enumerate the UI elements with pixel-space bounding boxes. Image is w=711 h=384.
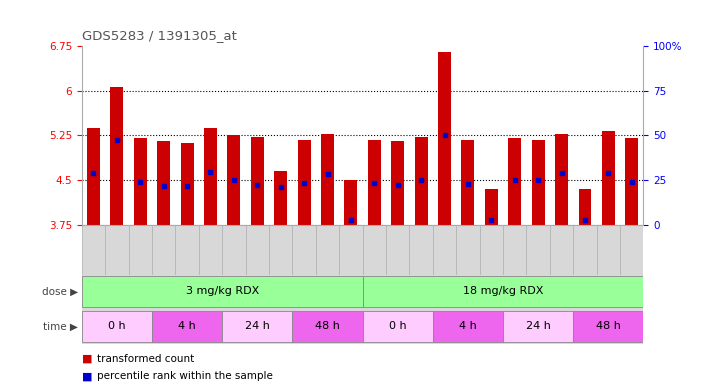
Text: ■: ■ <box>82 354 92 364</box>
Bar <box>461 139 474 225</box>
Bar <box>176 225 199 275</box>
Bar <box>503 311 573 342</box>
Text: time ▶: time ▶ <box>43 321 78 331</box>
Bar <box>129 225 152 275</box>
Bar <box>386 225 410 275</box>
Bar <box>269 225 292 275</box>
Bar <box>579 189 592 225</box>
Bar <box>625 138 638 225</box>
Bar <box>199 225 222 275</box>
Bar <box>82 276 363 307</box>
Bar <box>438 52 451 225</box>
Bar <box>157 141 170 225</box>
Bar <box>105 225 129 275</box>
Bar <box>573 225 597 275</box>
Text: transformed count: transformed count <box>97 354 195 364</box>
Bar <box>620 225 643 275</box>
Bar <box>321 134 334 225</box>
Bar <box>87 127 100 225</box>
Text: percentile rank within the sample: percentile rank within the sample <box>97 371 273 381</box>
Bar <box>222 311 292 342</box>
Bar <box>555 134 568 225</box>
Bar <box>573 311 643 342</box>
Bar <box>298 140 311 225</box>
Bar <box>526 225 550 275</box>
Text: 4 h: 4 h <box>459 321 477 331</box>
Bar <box>228 136 240 225</box>
Bar <box>485 189 498 225</box>
Text: 18 mg/kg RDX: 18 mg/kg RDX <box>463 286 543 296</box>
Text: 24 h: 24 h <box>525 321 550 331</box>
Bar <box>597 225 620 275</box>
Bar <box>152 311 222 342</box>
Bar <box>181 143 193 225</box>
Bar <box>339 225 363 275</box>
Text: 48 h: 48 h <box>596 321 621 331</box>
Bar <box>363 276 643 307</box>
Bar <box>274 171 287 225</box>
Bar <box>363 311 433 342</box>
Bar <box>204 127 217 225</box>
Text: 24 h: 24 h <box>245 321 269 331</box>
Bar <box>134 138 146 225</box>
Bar <box>433 225 456 275</box>
Bar <box>602 131 615 225</box>
Bar <box>316 225 339 275</box>
Bar <box>292 225 316 275</box>
Text: ■: ■ <box>82 371 92 381</box>
Bar <box>222 225 245 275</box>
Bar <box>415 137 427 225</box>
Bar <box>110 86 123 225</box>
Text: 3 mg/kg RDX: 3 mg/kg RDX <box>186 286 259 296</box>
Bar <box>251 137 264 225</box>
Text: GDS5283 / 1391305_at: GDS5283 / 1391305_at <box>82 29 237 42</box>
Bar <box>391 141 404 225</box>
Bar <box>82 311 152 342</box>
Bar <box>368 140 381 225</box>
Text: 48 h: 48 h <box>315 321 340 331</box>
Bar <box>480 225 503 275</box>
Text: 0 h: 0 h <box>389 321 407 331</box>
Bar <box>82 225 105 275</box>
Bar <box>456 225 480 275</box>
Bar <box>550 225 573 275</box>
Text: 0 h: 0 h <box>108 321 126 331</box>
Text: 4 h: 4 h <box>178 321 196 331</box>
Bar <box>363 225 386 275</box>
Text: dose ▶: dose ▶ <box>42 287 78 297</box>
Bar <box>503 225 526 275</box>
Bar <box>292 311 363 342</box>
Bar <box>508 138 521 225</box>
Bar <box>344 180 358 225</box>
Bar <box>532 140 545 225</box>
Bar <box>433 311 503 342</box>
Bar <box>245 225 269 275</box>
Bar <box>152 225 176 275</box>
Bar <box>410 225 433 275</box>
